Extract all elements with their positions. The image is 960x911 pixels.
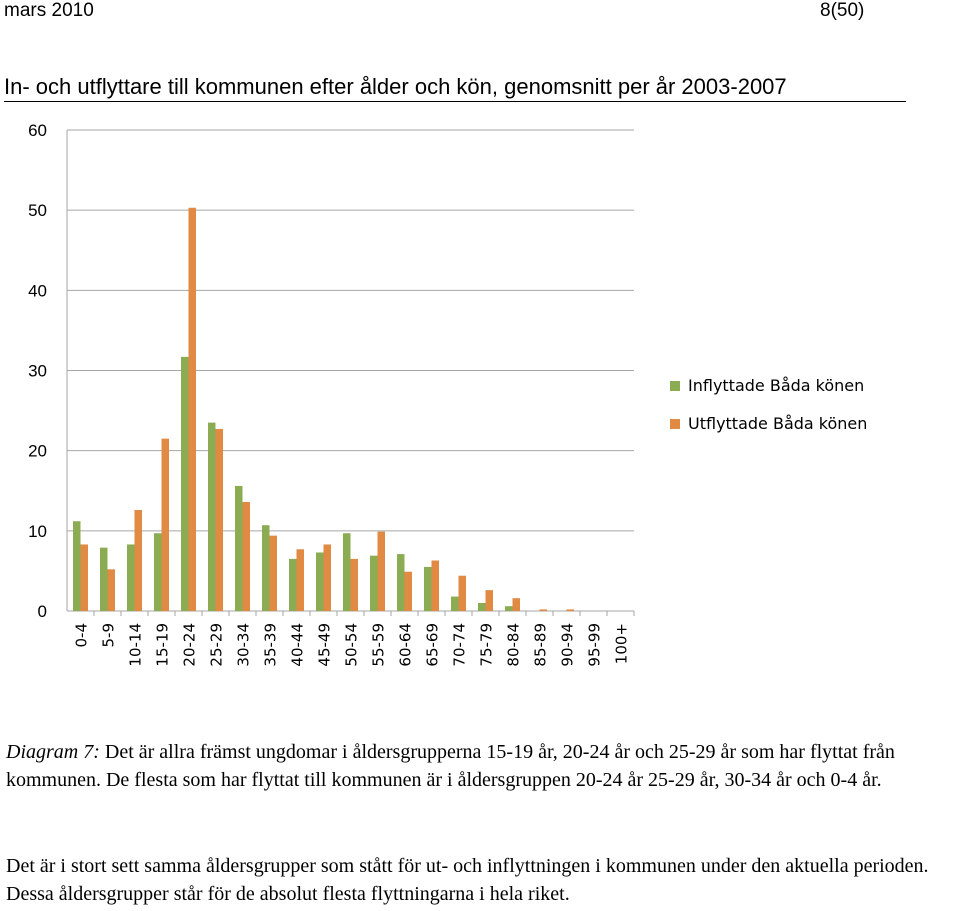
bar-utflyttade-30-34 [242, 501, 250, 611]
bar-utflyttade-25-29 [215, 429, 223, 611]
x-tick-label-10-14: 10-14 [127, 623, 145, 667]
x-tick-label-20-24: 20-24 [181, 623, 199, 667]
x-tick-label-70-74: 70-74 [451, 623, 469, 667]
body-paragraph: Det är i stort sett samma åldersgrupper … [6, 855, 929, 905]
bar-inflyttade-40-44 [289, 558, 297, 611]
x-tick-label-40-44: 40-44 [289, 623, 307, 667]
x-tick-label-100+: 100+ [613, 623, 631, 664]
bar-utflyttade-5-9 [107, 569, 115, 611]
y-tick-labels: 0 10 20 30 40 50 60 [28, 121, 47, 621]
bar-inflyttade-45-49 [316, 552, 324, 611]
bar-inflyttade-65-69 [424, 566, 432, 611]
header-page-number: 8(50) [820, 0, 865, 21]
bar-inflyttade-5-9 [100, 547, 108, 611]
document-title: In- och utflyttare till kommunen efter å… [4, 74, 787, 99]
bar-inflyttade-15-19 [154, 533, 162, 611]
y-tick-label: 20 [28, 442, 47, 461]
bars [73, 207, 574, 611]
x-tick-label-55-59: 55-59 [370, 623, 388, 667]
bar-utflyttade-45-49 [323, 544, 331, 611]
bar-inflyttade-60-64 [397, 554, 405, 611]
caption-text: Det är allra främst ungdomar i åldersgru… [6, 741, 895, 791]
bar-utflyttade-40-44 [296, 549, 304, 611]
legend-swatch-inflyttade [670, 381, 680, 391]
y-tick-label: 50 [28, 201, 47, 220]
x-tick-label-25-29: 25-29 [208, 623, 226, 667]
title-underline [4, 101, 906, 102]
bar-utflyttade-65-69 [431, 560, 439, 611]
y-tick-label: 40 [28, 281, 47, 300]
x-tick-label-15-19: 15-19 [154, 623, 172, 667]
x-tick-label-30-34: 30-34 [235, 623, 253, 667]
bar-utflyttade-75-79 [485, 590, 493, 611]
bar-inflyttade-30-34 [235, 485, 243, 611]
bar-inflyttade-20-24 [181, 356, 189, 611]
bar-utflyttade-85-89 [539, 609, 547, 611]
legend-label-inflyttade: Inflyttade Båda könen [688, 376, 865, 395]
x-tick-labels: 0-4 5-9 10-14 15-19 20-24 25-29 30-34 35-39 40-4… [73, 623, 631, 667]
bar-inflyttade-70-74 [451, 596, 459, 611]
x-tick-label-85-89: 85-89 [532, 623, 550, 667]
legend-item-utflyttade: Utflyttade Båda könen [670, 414, 867, 433]
x-tick-label-90-94: 90-94 [559, 623, 577, 667]
bar-utflyttade-80-84 [512, 598, 520, 611]
bar-inflyttade-35-39 [262, 525, 270, 611]
legend-label-utflyttade: Utflyttade Båda könen [688, 414, 868, 433]
bar-utflyttade-60-64 [404, 571, 412, 611]
y-tick-label: 0 [38, 602, 47, 621]
header-date: mars 2010 [4, 0, 94, 21]
bar-utflyttade-90-94 [566, 609, 574, 611]
x-tick-label-35-39: 35-39 [262, 623, 280, 667]
bar-utflyttade-70-74 [458, 575, 466, 611]
bar-inflyttade-75-79 [478, 602, 486, 611]
bar-utflyttade-0-4 [80, 544, 88, 611]
x-tick-label-95-99: 95-99 [586, 623, 604, 667]
caption-label: Diagram 7: [6, 741, 100, 763]
x-tick-label-65-69: 65-69 [424, 623, 442, 667]
legend-swatch-utflyttade [670, 419, 680, 429]
bar-utflyttade-35-39 [269, 535, 277, 611]
x-tick-label-0-4: 0-4 [73, 623, 91, 648]
bar-chart: 0 10 20 30 40 50 60 0-4 5-9 10-14 15-19 20-24 25-29… [28, 121, 635, 667]
bar-inflyttade-0-4 [73, 521, 81, 611]
bar-inflyttade-25-29 [208, 422, 216, 611]
y-tick-label: 30 [28, 362, 47, 381]
x-tick-label-50-54: 50-54 [343, 623, 361, 667]
y-tick-label: 60 [28, 121, 47, 140]
x-tick-label-5-9: 5-9 [100, 623, 118, 648]
bar-utflyttade-20-24 [188, 207, 196, 611]
bar-inflyttade-10-14 [127, 544, 135, 611]
bar-inflyttade-50-54 [343, 533, 351, 611]
bar-utflyttade-10-14 [134, 509, 142, 611]
x-tick-label-60-64: 60-64 [397, 623, 415, 667]
x-tick-label-45-49: 45-49 [316, 623, 334, 667]
bar-utflyttade-15-19 [161, 438, 169, 611]
y-tick-label: 10 [28, 522, 47, 541]
bar-inflyttade-55-59 [370, 555, 378, 611]
x-tick-label-80-84: 80-84 [505, 623, 523, 667]
bar-utflyttade-55-59 [377, 531, 385, 611]
diagram-caption: Diagram 7: Det är allra främst ungdomar … [6, 738, 956, 794]
bar-inflyttade-80-84 [505, 606, 513, 611]
x-tick-label-75-79: 75-79 [478, 623, 496, 667]
legend-item-inflyttade: Inflyttade Båda könen [670, 376, 864, 395]
bar-utflyttade-50-54 [350, 558, 358, 611]
